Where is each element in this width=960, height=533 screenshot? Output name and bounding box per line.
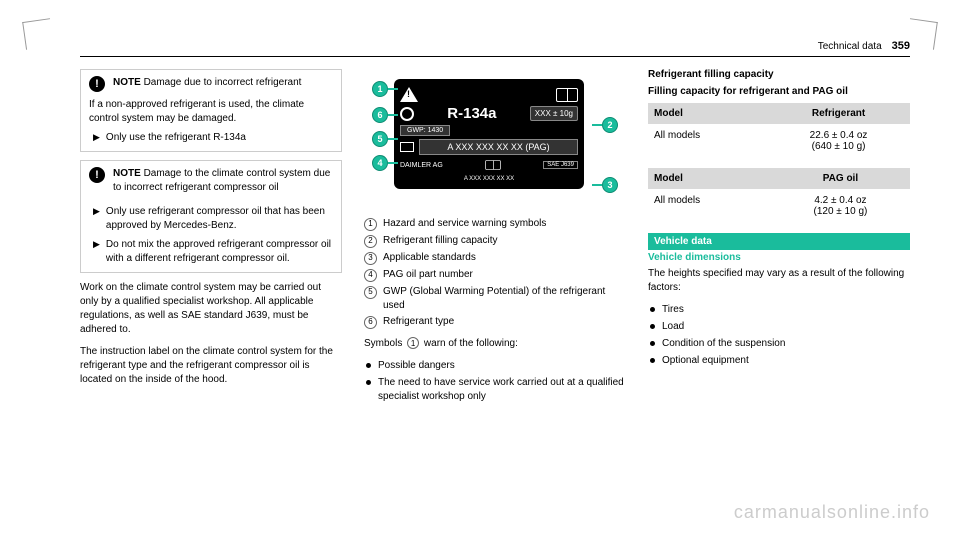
- part-small: A XXX XXX XX XX: [464, 176, 514, 182]
- hazard-triangle-icon: [400, 87, 418, 102]
- bullet-list: Possible dangers The need to have servic…: [364, 359, 626, 404]
- gear-icon: [400, 107, 414, 121]
- column-3: Refrigerant filling capacity Filling cap…: [648, 69, 910, 503]
- table-header: Model: [648, 168, 771, 189]
- paragraph: Work on the climate control system may b…: [80, 281, 342, 337]
- note-box-1: NOTE Damage due to incorrect refrigerant…: [80, 69, 342, 152]
- legend-item: 3Applicable standards: [364, 251, 626, 265]
- subsection-vehicle-dimensions: Vehicle dimensions: [648, 252, 910, 267]
- arrow-icon: ▶: [93, 131, 100, 145]
- table-header: Model: [648, 103, 767, 124]
- manual-icon: [556, 88, 578, 102]
- paragraph: The instruction label on the climate con…: [80, 345, 342, 387]
- watermark: carmanualsonline.info: [734, 502, 930, 523]
- table-header: Refrigerant: [767, 103, 910, 124]
- inline-callout-1: 1: [407, 337, 419, 349]
- note-title: NOTE Damage due to incorrect refrigerant: [113, 76, 301, 90]
- callout-5: 5: [372, 131, 388, 147]
- list-item: The need to have service work carried ou…: [364, 376, 626, 404]
- list-item: Possible dangers: [364, 359, 626, 373]
- callout-6: 6: [372, 107, 388, 123]
- refrigerant-label-diagram: R-134a XXX ± 10g GWP: 1430 A XXX XXX XX …: [364, 69, 626, 209]
- section-vehicle-data: Vehicle data: [648, 233, 910, 250]
- symbols-intro: Symbols 1 warn of the following:: [364, 337, 626, 351]
- manufacturer: DAIMLER AG: [400, 162, 443, 169]
- legend-item: 4PAG oil part number: [364, 268, 626, 282]
- section-title: Technical data: [818, 41, 882, 52]
- refrigerant-type: R-134a: [447, 105, 496, 122]
- legend-item: 6Refrigerant type: [364, 315, 626, 329]
- refrigerant-table: Model Refrigerant All models 22.6 ± 0.4 …: [648, 103, 910, 158]
- paragraph: The heights specified may vary as a resu…: [648, 267, 910, 295]
- column-2: R-134a XXX ± 10g GWP: 1430 A XXX XXX XX …: [364, 69, 626, 503]
- note-box-2: NOTE Damage to the climate control syste…: [80, 160, 342, 273]
- table-cell: All models: [648, 124, 767, 158]
- legend-item: 2Refrigerant filling capacity: [364, 234, 626, 248]
- note-body-text: If a non-approved refrigerant is used, t…: [89, 98, 333, 126]
- note-action: ▶ Only use the refrigerant R-134a: [89, 131, 333, 145]
- arrow-icon: ▶: [93, 205, 100, 233]
- note-title: NOTE Damage to the climate control syste…: [113, 167, 333, 194]
- refrigerant-label: R-134a XXX ± 10g GWP: 1430 A XXX XXX XX …: [394, 79, 584, 189]
- note-action-2: ▶ Do not mix the approved refrigerant co…: [89, 238, 333, 266]
- callout-3: 3: [602, 177, 618, 193]
- pag-oil-table: Model PAG oil All models 4.2 ± 0.4 oz(12…: [648, 168, 910, 223]
- page-header: Technical data 359: [80, 40, 910, 57]
- list-item: Load: [648, 320, 910, 334]
- book-small-icon: [485, 160, 500, 170]
- heading-refrigerant-capacity: Refrigerant filling capacity: [648, 69, 910, 80]
- table-cell: 4.2 ± 0.4 oz(120 ± 10 g): [771, 189, 910, 223]
- sae-std: SAE J639: [543, 161, 578, 169]
- capacity-pill: XXX ± 10g: [530, 106, 578, 121]
- table-row: All models 22.6 ± 0.4 oz(640 ± 10 g): [648, 124, 910, 158]
- warning-icon: [89, 167, 105, 183]
- gwp-label: GWP: 1430: [400, 125, 450, 136]
- callout-2: 2: [602, 117, 618, 133]
- callout-4: 4: [372, 155, 388, 171]
- legend-item: 5GWP (Global Warming Potential) of the r…: [364, 285, 626, 312]
- callout-1: 1: [372, 81, 388, 97]
- pag-part: A XXX XXX XX XX (PAG): [419, 139, 578, 155]
- diagram-legend: 1Hazard and service warning symbols 2Ref…: [364, 217, 626, 329]
- arrow-icon: ▶: [93, 238, 100, 266]
- column-1: NOTE Damage due to incorrect refrigerant…: [80, 69, 342, 503]
- list-item: Tires: [648, 303, 910, 317]
- bullet-list: Tires Load Condition of the suspension O…: [648, 303, 910, 368]
- table-cell: All models: [648, 189, 771, 223]
- warning-icon: [89, 76, 105, 92]
- table-cell: 22.6 ± 0.4 oz(640 ± 10 g): [767, 124, 910, 158]
- note-action-1: ▶ Only use refrigerant compressor oil th…: [89, 205, 333, 233]
- list-item: Condition of the suspension: [648, 337, 910, 351]
- table-header: PAG oil: [771, 168, 910, 189]
- legend-item: 1Hazard and service warning symbols: [364, 217, 626, 231]
- list-item: Optional equipment: [648, 354, 910, 368]
- oil-can-icon: [400, 142, 414, 152]
- table-row: All models 4.2 ± 0.4 oz(120 ± 10 g): [648, 189, 910, 223]
- subheading-filling-capacity: Filling capacity for refrigerant and PAG…: [648, 86, 910, 97]
